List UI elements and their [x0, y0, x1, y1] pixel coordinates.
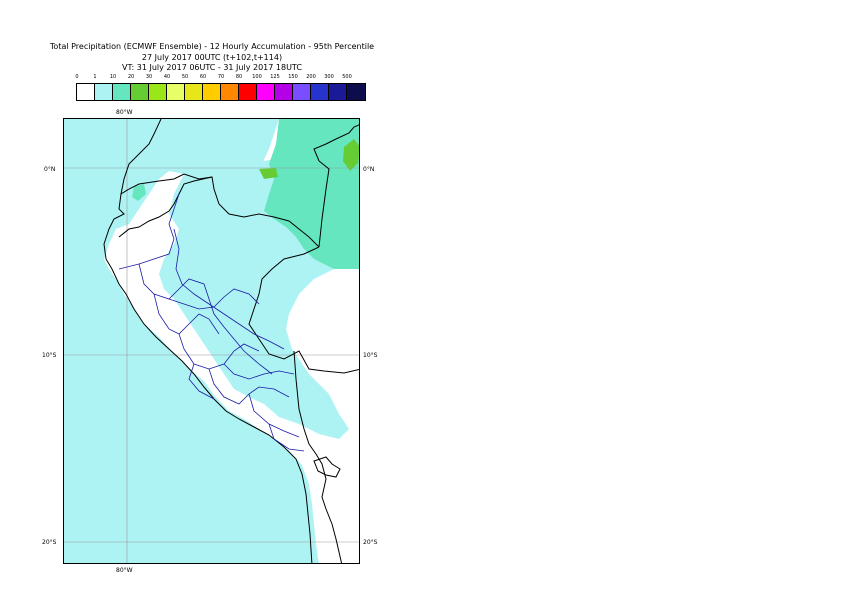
legend-tick: 30	[145, 74, 153, 80]
legend-tick: 50	[181, 74, 189, 80]
border-peru-brazil	[248, 246, 359, 374]
legend-color-bar	[76, 83, 366, 101]
legend-swatch	[311, 84, 329, 100]
precipitation-map	[64, 119, 359, 563]
admin-river-boundaries	[173, 228, 285, 375]
lake-titicaca	[313, 456, 341, 478]
lat-label-0-left: 0°N	[44, 166, 56, 173]
legend-tick: 60	[199, 74, 207, 80]
legend-tick: 80	[235, 74, 243, 80]
lon-label-top: 80°W	[116, 109, 133, 116]
lat-label-10s-right: 10°S	[363, 352, 378, 359]
lat-label-20s-left: 20°S	[42, 539, 57, 546]
title-line-2: 27 July 2017 00UTC (t+102,t+114)	[141, 52, 283, 62]
border-peru-bolivia	[293, 350, 343, 563]
admin-boundaries	[118, 193, 305, 452]
precip-spot-10mm	[132, 184, 146, 201]
legend-tick: 200	[306, 74, 316, 80]
legend-swatch	[221, 84, 239, 100]
legend-tick: 70	[217, 74, 225, 80]
legend-tick: 100	[252, 74, 262, 80]
border-ecuador-colombia	[120, 173, 213, 195]
legend-swatch	[167, 84, 185, 100]
precip-area-10mm	[264, 119, 359, 269]
lon-label-bottom: 80°W	[116, 567, 133, 574]
legend-tick: 150	[288, 74, 298, 80]
lat-label-20s-right: 20°S	[363, 539, 378, 546]
legend-swatch	[131, 84, 149, 100]
legend-tick: 500	[342, 74, 352, 80]
legend-swatch	[77, 84, 95, 100]
legend-tick-labels: 0 1 10 20 30 40 50 60 70 80 100 125 150 …	[75, 74, 351, 84]
legend-swatch	[149, 84, 167, 100]
lat-label-10s-left: 10°S	[42, 352, 57, 359]
legend-tick: 125	[270, 74, 280, 80]
legend-tick: 20	[127, 74, 135, 80]
legend-swatch	[95, 84, 113, 100]
lat-label-0-right: 0°N	[363, 166, 375, 173]
coastline	[103, 119, 313, 563]
legend-swatch	[293, 84, 311, 100]
legend-swatch	[275, 84, 293, 100]
title-line-3: VT: 31 July 2017 06UTC - 31 July 2017 18…	[122, 63, 302, 72]
legend-swatch	[185, 84, 203, 100]
precip-spot-20mm-north	[343, 139, 359, 171]
map-panel	[63, 118, 360, 564]
legend-swatch	[347, 84, 365, 100]
legend-tick: 300	[324, 74, 334, 80]
legend-swatch	[113, 84, 131, 100]
title-line-1: Total Precipitation (ECMWF Ensemble) - 1…	[49, 42, 375, 51]
precip-area-1mm-ocean	[64, 119, 319, 563]
legend-swatch	[239, 84, 257, 100]
precipitation-legend: 0 1 10 20 30 40 50 60 70 80 100 125 150 …	[75, 74, 366, 104]
legend-tick: 40	[163, 74, 171, 80]
map-title: Total Precipitation (ECMWF Ensemble) - 1…	[0, 42, 424, 74]
legend-tick: 1	[93, 74, 97, 80]
legend-tick: 0	[75, 74, 79, 80]
border-colombia-brazil	[313, 124, 359, 248]
precip-spot-20mm-center	[259, 168, 278, 179]
legend-tick: 10	[109, 74, 117, 80]
legend-swatch	[257, 84, 275, 100]
border-ecuador-peru	[118, 176, 320, 248]
legend-swatch	[203, 84, 221, 100]
legend-swatch	[329, 84, 347, 100]
